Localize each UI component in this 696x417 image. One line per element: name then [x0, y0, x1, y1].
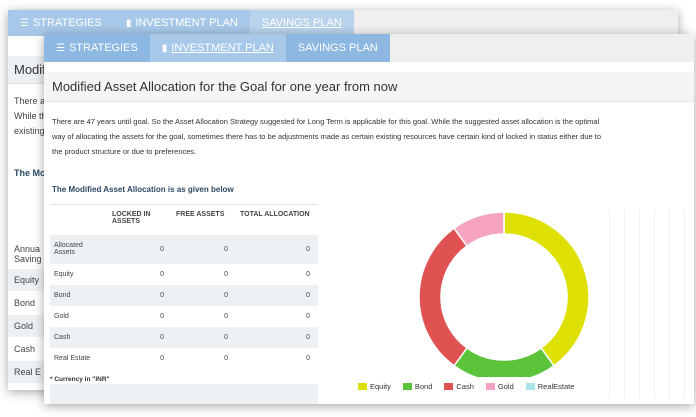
row-label: Cash [50, 326, 108, 348]
row-label: Allocated Assets [50, 234, 108, 264]
back-text-line: There are [14, 96, 44, 106]
tab-savings-plan[interactable]: SAVINGS PLAN [285, 34, 390, 62]
cell-total: 0 [306, 312, 310, 320]
allocation-table: LOCKED IN ASSETS FREE ASSETS TOTAL ALLOC… [50, 204, 318, 369]
cell-locked: 0 [108, 326, 172, 348]
cell-locked: 0 [160, 312, 164, 320]
back-tabbar: ☰ STRATEGIES ▮ INVESTMENT PLAN SAVINGS P… [8, 10, 678, 36]
table-row: Allocated Assets 0 0 0 [50, 234, 318, 264]
row-label: Real Estate [54, 354, 91, 362]
back-row-label: Equity [8, 269, 44, 291]
tab-investment-plan-label: INVESTMENT PLAN [171, 42, 274, 54]
legend-label: Equity [370, 382, 391, 391]
back-row-label: Bond [14, 298, 36, 308]
back-tab-savings-plan[interactable]: SAVINGS PLAN [249, 10, 354, 36]
legend-swatch [402, 383, 412, 390]
legend-label: Bond [414, 382, 433, 391]
cell-free: 0 [224, 312, 228, 320]
cell-free: 0 [224, 354, 228, 362]
legend-label: Gold [497, 382, 514, 391]
back-text-line: existing [14, 126, 44, 136]
legend-item-bond[interactable]: Bond [402, 382, 433, 391]
page-title: Modified Asset Allocation for the Goal f… [52, 79, 398, 94]
back-row-label: Annua [14, 244, 41, 254]
legend-swatch [525, 383, 535, 390]
currency-note: * Currency in "INR" [50, 376, 110, 383]
donut-svg [418, 211, 590, 377]
cell-locked: 0 [108, 234, 172, 264]
list-icon: ☰ [56, 42, 65, 54]
table-row: Gold 0 0 0 [50, 306, 318, 327]
cell-free: 0 [172, 234, 236, 264]
back-tab-savings-plan-label: SAVINGS PLAN [261, 17, 342, 29]
back-row-label: Cash [14, 344, 36, 354]
allocation-subhead: The Modified Asset Allocation is as give… [52, 185, 234, 194]
legend-label: Cash [456, 382, 474, 391]
donut-slice-equity[interactable] [503, 211, 590, 367]
legend-item-realestate[interactable]: RealEstate [525, 382, 575, 391]
chart-legend: Equity Bond Cash Gold RealEstate [358, 382, 574, 391]
foreground-window: ☰ STRATEGIES ▮ INVESTMENT PLAN SAVINGS P… [44, 34, 694, 404]
row-label: Equity [54, 270, 74, 278]
table-row: Equity 0 0 0 [50, 264, 318, 285]
legend-swatch [444, 383, 454, 390]
cell-locked: 0 [160, 354, 164, 362]
row-label: Gold [54, 312, 69, 320]
tab-strategies[interactable]: ☰ STRATEGIES [44, 34, 150, 62]
cell-total: 0 [236, 234, 318, 264]
cell-total: 0 [236, 284, 318, 306]
table-row: Real Estate 0 0 0 [50, 348, 318, 369]
column-header-total: TOTAL ALLOCATION [236, 204, 318, 235]
donut-slice-cash[interactable] [418, 227, 469, 367]
allocation-donut-chart: Equity Bond Cash Gold RealEstate [336, 202, 606, 404]
page-title-bar: Modified Asset Allocation for the Goal f… [44, 72, 694, 102]
legend-swatch [485, 383, 495, 390]
legend-label: RealEstate [537, 382, 575, 391]
donut-slice-bond[interactable] [452, 346, 556, 377]
column-header-free: FREE ASSETS [172, 204, 236, 235]
back-subhead: The Modi [14, 168, 44, 178]
donut-slice-gold[interactable] [452, 211, 505, 248]
cell-locked: 0 [108, 284, 172, 306]
tab-strategies-label: STRATEGIES [68, 42, 138, 54]
cell-total: 0 [306, 354, 310, 362]
back-tab-investment-plan-label: INVESTMENT PLAN [135, 17, 238, 29]
back-row-label: Real E [8, 361, 44, 383]
table-header-row: LOCKED IN ASSETS FREE ASSETS TOTAL ALLOC… [50, 204, 318, 235]
bar-chart-icon: ▮ [161, 42, 168, 54]
column-header [50, 204, 108, 235]
back-tab-investment-plan[interactable]: ▮ INVESTMENT PLAN [113, 10, 250, 36]
cell-free: 0 [224, 270, 228, 278]
bar-chart-icon: ▮ [125, 17, 132, 29]
back-tab-strategies[interactable]: ☰ STRATEGIES [8, 10, 114, 36]
cell-free: 0 [172, 326, 236, 348]
tab-investment-plan[interactable]: ▮ INVESTMENT PLAN [149, 34, 286, 62]
table-row: Cash 0 0 0 [50, 326, 318, 348]
back-row-label: Gold [8, 315, 44, 337]
goal-description: There are 47 years until goal. So the As… [52, 117, 602, 156]
front-tabbar: ☰ STRATEGIES ▮ INVESTMENT PLAN SAVINGS P… [44, 34, 694, 62]
column-header-locked: LOCKED IN ASSETS [108, 204, 172, 235]
back-text-line: While th [14, 111, 44, 121]
tab-savings-plan-label: SAVINGS PLAN [297, 42, 378, 54]
legend-item-equity[interactable]: Equity [358, 382, 391, 391]
legend-item-cash[interactable]: Cash [444, 382, 474, 391]
legend-item-gold[interactable]: Gold [485, 382, 514, 391]
legend-swatch [358, 383, 367, 390]
cell-locked: 0 [160, 270, 164, 278]
cell-total: 0 [306, 270, 310, 278]
cell-free: 0 [172, 284, 236, 306]
back-row-label: Saving [14, 254, 42, 264]
list-icon: ☰ [20, 17, 29, 29]
table-row: Bond 0 0 0 [50, 284, 318, 306]
cell-total: 0 [236, 326, 318, 348]
back-tab-strategies-label: STRATEGIES [32, 17, 102, 29]
row-label: Bond [50, 284, 108, 306]
